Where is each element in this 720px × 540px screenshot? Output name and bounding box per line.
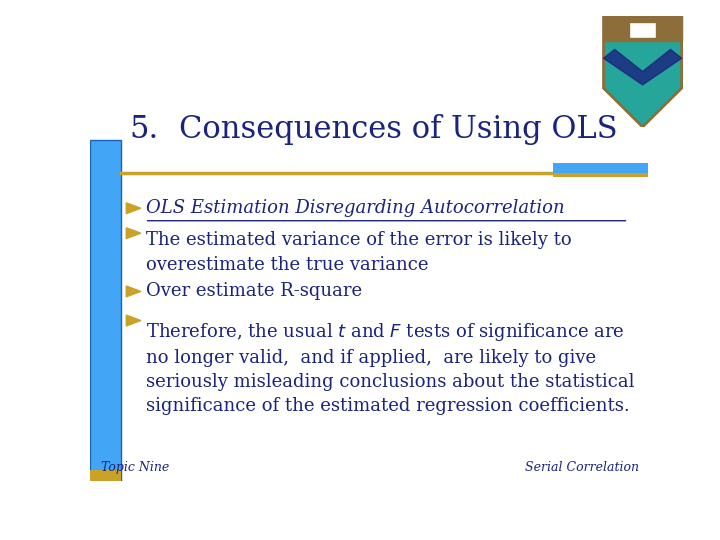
Polygon shape xyxy=(126,228,141,239)
Text: Over estimate R-square: Over estimate R-square xyxy=(145,282,362,300)
Text: Serial Correlation: Serial Correlation xyxy=(526,461,639,474)
Text: OLS Estimation Disregarding Autocorrelation: OLS Estimation Disregarding Autocorrelat… xyxy=(145,199,564,217)
Polygon shape xyxy=(126,315,141,326)
Polygon shape xyxy=(603,16,682,40)
Text: The estimated variance of the error is likely to
overestimate the true variance: The estimated variance of the error is l… xyxy=(145,231,572,274)
Text: 5.: 5. xyxy=(129,114,158,145)
Polygon shape xyxy=(629,22,656,38)
Polygon shape xyxy=(126,203,141,214)
FancyBboxPatch shape xyxy=(553,163,648,173)
FancyBboxPatch shape xyxy=(553,173,648,177)
Text: Topic Nine: Topic Nine xyxy=(101,461,169,474)
FancyBboxPatch shape xyxy=(90,140,121,481)
Polygon shape xyxy=(603,50,682,85)
Text: Consequences of Using OLS: Consequences of Using OLS xyxy=(179,114,618,145)
FancyBboxPatch shape xyxy=(90,470,121,481)
Text: Therefore, the usual $t$ and $F$ tests of significance are
no longer valid,  and: Therefore, the usual $t$ and $F$ tests o… xyxy=(145,321,634,415)
Polygon shape xyxy=(603,16,682,127)
Polygon shape xyxy=(126,286,141,297)
